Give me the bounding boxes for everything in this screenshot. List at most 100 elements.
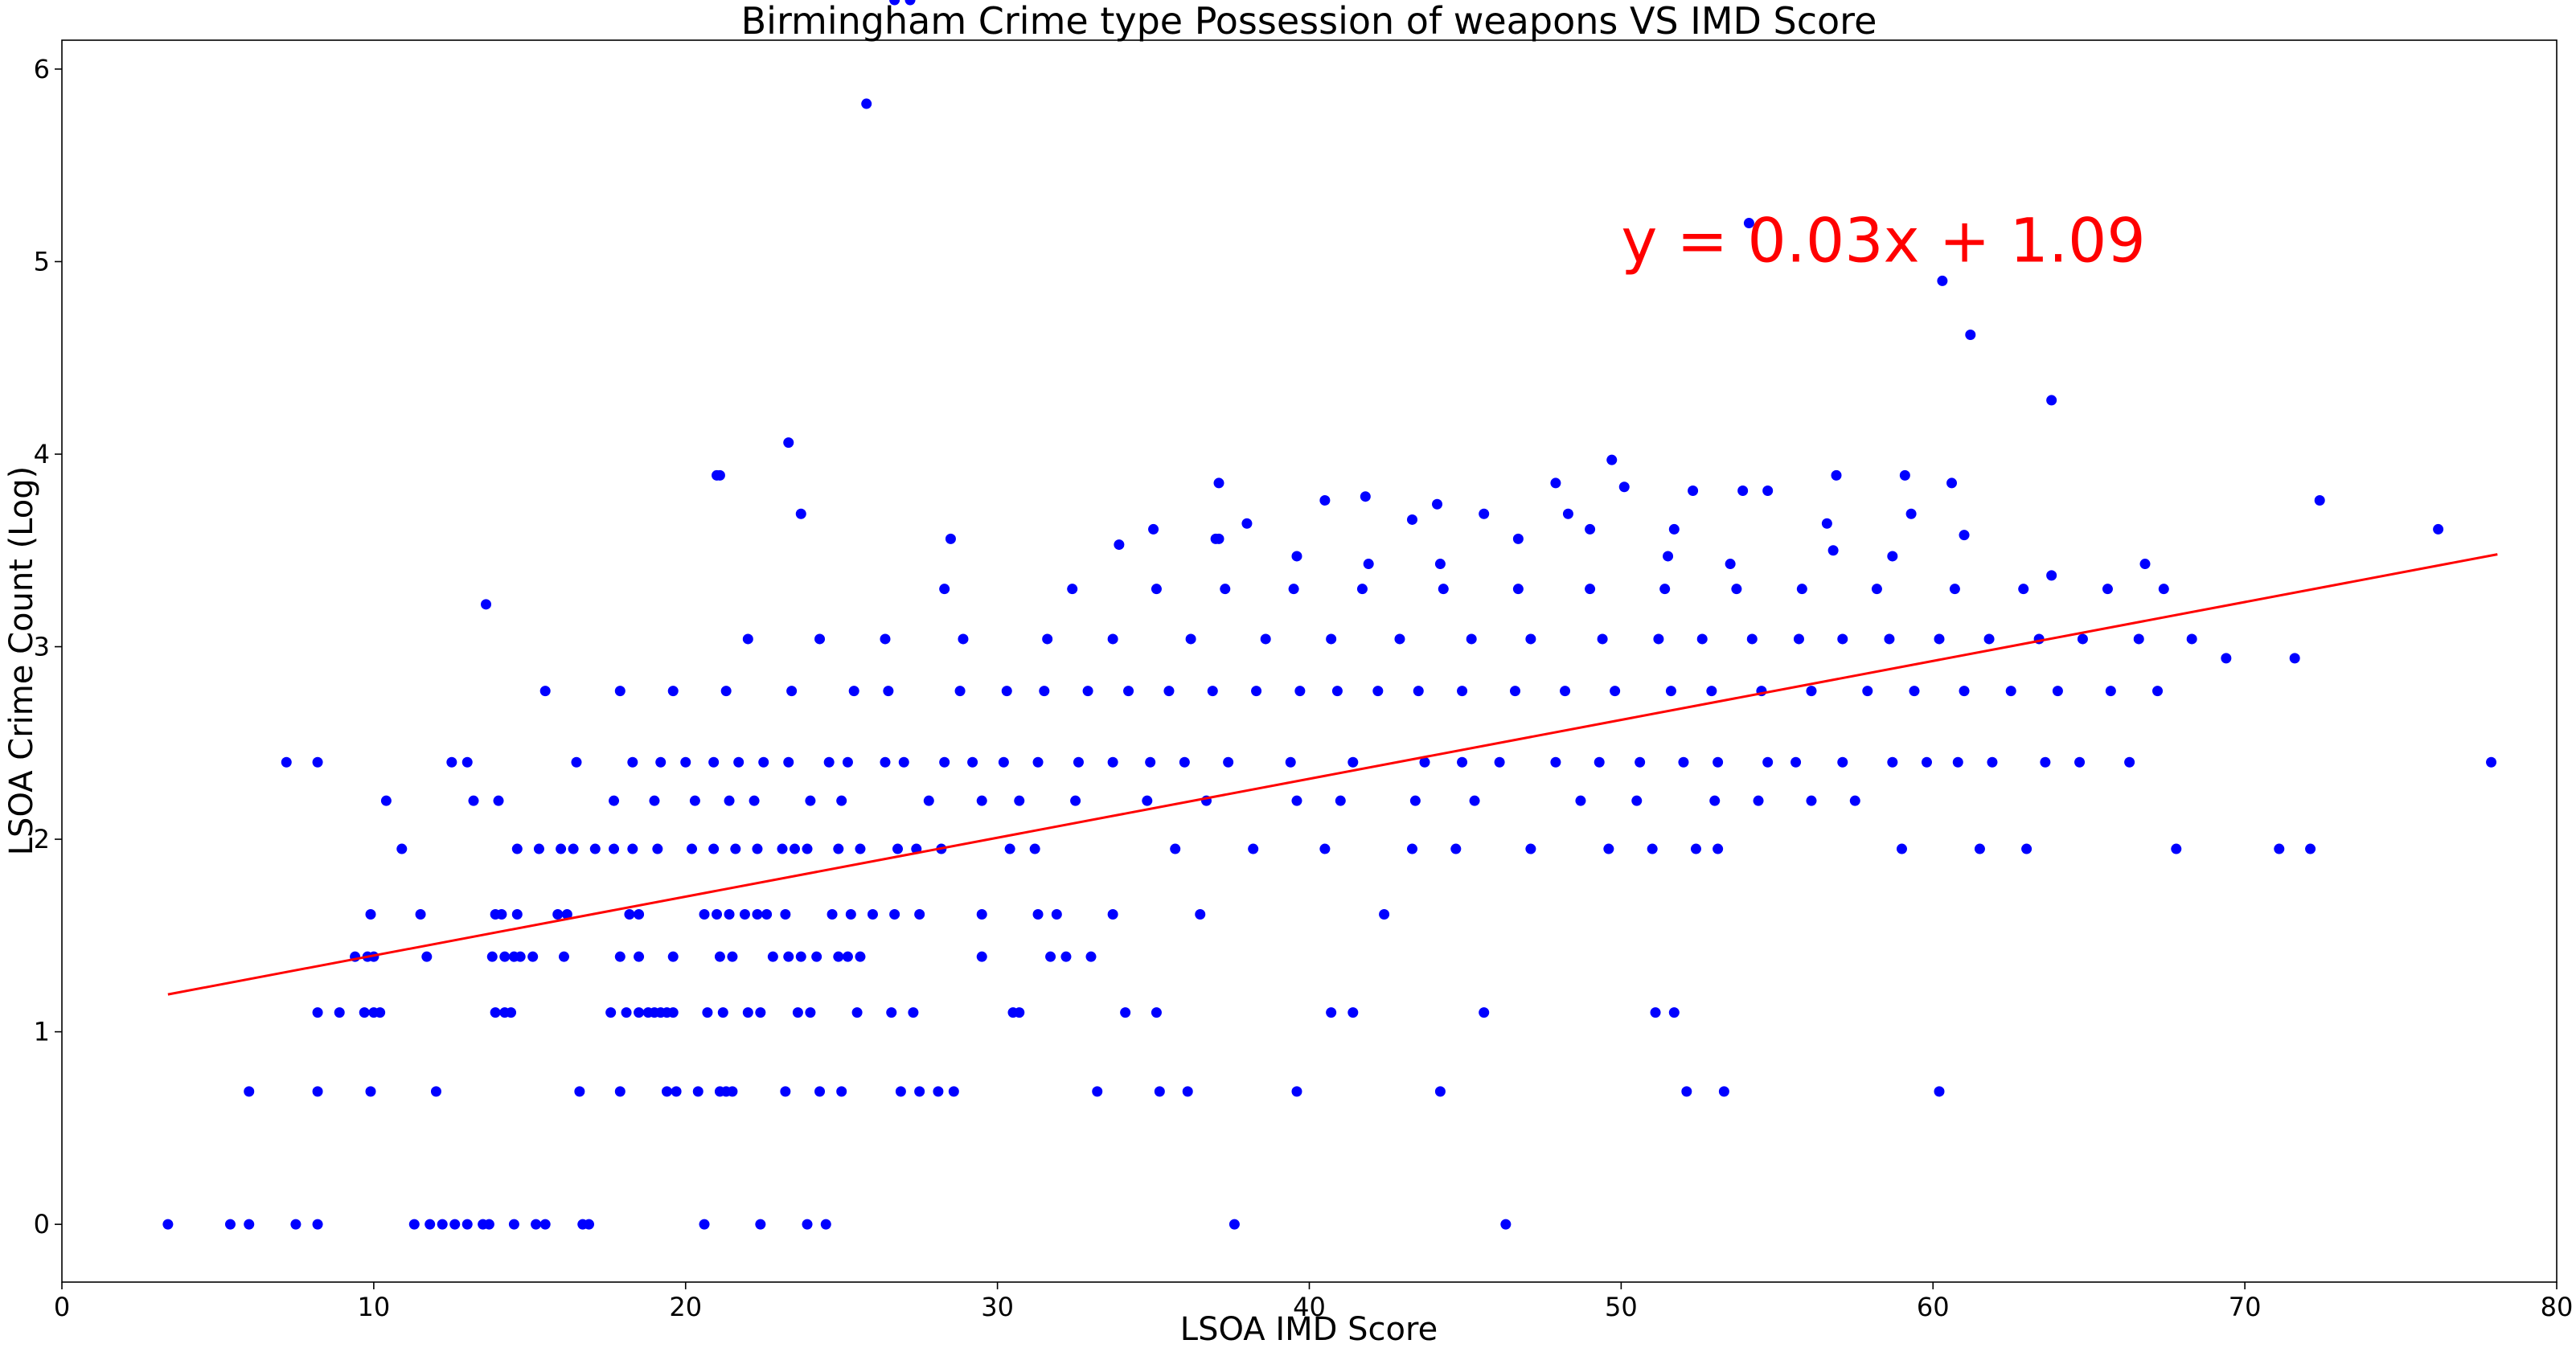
- data-point: [749, 795, 760, 806]
- data-point: [486, 951, 498, 962]
- data-point: [1107, 633, 1118, 645]
- data-point: [1849, 795, 1860, 806]
- data-point: [244, 1086, 255, 1097]
- data-point: [2052, 686, 2063, 697]
- data-point: [609, 843, 620, 854]
- data-point: [1512, 584, 1524, 595]
- data-point: [614, 686, 626, 697]
- data-point: [461, 1219, 473, 1230]
- data-point: [162, 1219, 174, 1230]
- data-point: [1909, 686, 1920, 697]
- data-point: [1983, 633, 1995, 645]
- data-point: [708, 756, 720, 768]
- data-point: [1142, 795, 1153, 806]
- data-point: [1806, 795, 1817, 806]
- data-point: [1070, 795, 1081, 806]
- data-point: [1713, 756, 1724, 768]
- data-point: [1762, 756, 1774, 768]
- data-point: [667, 951, 679, 962]
- data-point: [1457, 756, 1468, 768]
- data-point: [1965, 329, 1976, 340]
- data-point: [1163, 686, 1175, 697]
- data-point: [755, 1007, 766, 1018]
- data-point: [1363, 559, 1374, 570]
- data-point: [2139, 559, 2151, 570]
- data-point: [2018, 584, 2029, 595]
- data-point: [1248, 843, 1259, 854]
- data-point: [1949, 584, 1960, 595]
- data-point: [1182, 1086, 1193, 1097]
- data-point: [415, 908, 426, 920]
- y-tick-label: 5: [34, 246, 50, 277]
- data-point: [483, 1219, 494, 1230]
- data-point: [1032, 756, 1044, 768]
- x-tick-label: 20: [669, 1292, 702, 1322]
- data-point: [1360, 491, 1371, 502]
- y-tick-label: 3: [34, 632, 50, 662]
- data-point: [624, 908, 635, 920]
- data-point: [848, 686, 859, 697]
- data-point: [861, 98, 872, 109]
- data-point: [1746, 633, 1758, 645]
- data-point: [1713, 843, 1724, 854]
- data-point: [1438, 584, 1449, 595]
- data-point: [511, 843, 523, 854]
- data-point: [1827, 545, 1839, 556]
- data-point: [2077, 633, 2088, 645]
- data-point: [589, 843, 601, 854]
- y-tick-label: 2: [34, 824, 50, 854]
- data-point: [1001, 686, 1012, 697]
- data-point: [2102, 584, 2113, 595]
- data-point: [2186, 633, 2197, 645]
- data-point: [880, 633, 891, 645]
- data-point: [1082, 686, 1093, 697]
- data-point: [1681, 1086, 1692, 1097]
- data-point: [531, 1219, 542, 1230]
- data-point: [2274, 843, 2285, 854]
- data-point: [717, 1007, 728, 1018]
- data-point: [845, 908, 856, 920]
- data-point: [1753, 795, 1764, 806]
- data-point: [1653, 633, 1664, 645]
- data-point: [1934, 1086, 1945, 1097]
- data-point: [1413, 686, 1424, 697]
- data-point: [1921, 756, 1932, 768]
- data-point: [739, 908, 750, 920]
- data-point: [2021, 843, 2032, 854]
- data-point: [1335, 795, 1346, 806]
- y-tick-label: 0: [34, 1209, 50, 1239]
- data-point: [2314, 494, 2325, 506]
- data-point: [499, 951, 511, 962]
- data-point: [687, 843, 698, 854]
- data-point: [614, 1086, 626, 1097]
- data-point: [886, 1007, 897, 1018]
- data-point: [1285, 756, 1296, 768]
- data-point: [1862, 686, 1873, 697]
- data-point: [1123, 686, 1134, 697]
- data-point: [1195, 908, 1206, 920]
- data-point: [880, 756, 891, 768]
- data-point: [889, 0, 900, 6]
- data-point: [634, 908, 645, 920]
- data-point: [752, 843, 763, 854]
- data-point: [627, 843, 638, 854]
- data-point: [1207, 686, 1218, 697]
- data-point: [1457, 686, 1468, 697]
- data-point: [786, 686, 798, 697]
- data-point: [667, 1007, 679, 1018]
- data-point: [359, 1007, 370, 1018]
- data-point: [1120, 1007, 1131, 1018]
- data-point: [730, 843, 741, 854]
- data-point: [290, 1219, 301, 1230]
- data-point: [1288, 584, 1299, 595]
- data-point: [836, 1086, 847, 1097]
- data-point: [556, 843, 567, 854]
- data-point: [614, 951, 626, 962]
- data-point: [334, 1007, 345, 1018]
- data-point: [742, 633, 753, 645]
- data-point: [2158, 584, 2169, 595]
- data-point: [761, 908, 773, 920]
- data-point: [1959, 686, 1970, 697]
- y-tick-label: 4: [34, 439, 50, 469]
